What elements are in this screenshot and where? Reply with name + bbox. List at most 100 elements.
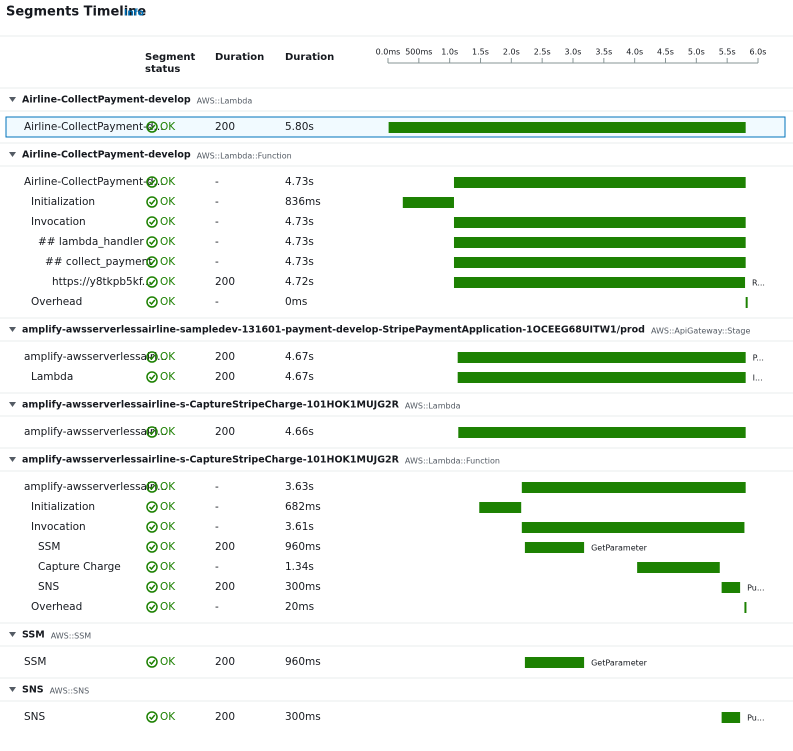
segment-duration: 4.73s: [285, 176, 314, 188]
timeline-bar: [521, 522, 745, 533]
expand-caret: [9, 687, 16, 692]
status-check: [148, 504, 156, 511]
page-title: Segments Timeline: [6, 5, 146, 20]
timeline-bar: [457, 352, 746, 363]
segment-status: OK: [160, 521, 176, 533]
segment-name: SSM: [24, 656, 46, 668]
expand-caret: [9, 97, 16, 102]
segment-duration: 1.34s: [285, 561, 314, 573]
status-check: [148, 429, 156, 436]
status-icon: [146, 196, 158, 208]
column-header: Duration: [285, 52, 334, 63]
status-icon: [146, 256, 158, 268]
status-icon: [146, 656, 158, 668]
segment-duration: 4.72s: [285, 276, 314, 288]
status-icon: [146, 121, 158, 133]
tick-label: 3.0s: [565, 48, 582, 57]
segment-name: amplify-awsserverlessairl...: [24, 426, 167, 438]
section-type: AWS::SSM: [51, 632, 92, 641]
segment-name: amplify-awsserverlessairl...: [24, 481, 167, 493]
timeline-bar: [524, 542, 585, 553]
section-name: Airline-CollectPayment-develop: [22, 95, 191, 106]
segment-status: OK: [160, 656, 176, 668]
response-code: -: [215, 176, 219, 188]
status-check: [148, 279, 156, 286]
timeline-bar: [458, 427, 746, 438]
expand-caret: [9, 327, 16, 332]
segment-duration: 4.73s: [285, 216, 314, 228]
segment-duration: 960ms: [285, 541, 321, 553]
response-code: -: [215, 481, 219, 493]
timeline-bar: [388, 122, 746, 133]
timeline-bar: [402, 197, 454, 208]
bar-note: Pu...: [747, 714, 764, 723]
segment-status: OK: [160, 711, 176, 723]
status-check: [148, 354, 156, 361]
response-code: 200: [215, 276, 235, 288]
status-icon: [146, 711, 158, 723]
segment-status: OK: [160, 276, 176, 288]
info-link[interactable]: Info: [124, 9, 144, 19]
segment-duration: 5.80s: [285, 121, 314, 133]
segment-duration: 0ms: [285, 296, 307, 308]
status-check: [148, 564, 156, 571]
status-check: [148, 604, 156, 611]
tick-label: 0.0ms: [376, 48, 401, 57]
response-code: 200: [215, 711, 235, 723]
expand-caret: [9, 152, 16, 157]
segment-status: OK: [160, 236, 176, 248]
segment-status: OK: [160, 541, 176, 553]
timeline-bar: [453, 217, 746, 228]
status-icon: [146, 351, 158, 363]
status-check: [148, 299, 156, 306]
segment-status: OK: [160, 216, 176, 228]
segment-duration: 836ms: [285, 196, 321, 208]
segment-name: Initialization: [31, 501, 95, 513]
response-code: 200: [215, 351, 235, 363]
segment-status: OK: [160, 561, 176, 573]
timeline-bar: [637, 562, 720, 573]
status-icon: [146, 296, 158, 308]
segment-name: ## lambda_handler: [38, 236, 144, 248]
bar-note: GetParameter: [591, 544, 648, 553]
segment-duration: 960ms: [285, 656, 321, 668]
response-code: -: [215, 216, 219, 228]
segment-status: OK: [160, 176, 176, 188]
segment-name: amplify-awsserverlessairl...: [24, 351, 167, 363]
response-code: -: [215, 561, 219, 573]
segment-duration: 300ms: [285, 581, 321, 593]
response-code: 200: [215, 121, 235, 133]
segment-name: Overhead: [31, 296, 82, 308]
segment-status: OK: [160, 601, 176, 613]
response-code: 200: [215, 371, 235, 383]
segment-name: Overhead: [31, 601, 82, 613]
expand-caret: [9, 457, 16, 462]
status-icon: [146, 176, 158, 188]
segment-status: OK: [160, 351, 176, 363]
timeline-bar: [744, 602, 747, 613]
status-check: [148, 124, 156, 131]
response-code: 200: [215, 581, 235, 593]
status-icon: [146, 276, 158, 288]
section-name: amplify-awsserverlessairline-sampledev-1…: [22, 325, 645, 336]
segment-status: OK: [160, 296, 176, 308]
response-code: -: [215, 296, 219, 308]
tick-label: 5.5s: [719, 48, 736, 57]
segment-duration: 300ms: [285, 711, 321, 723]
timeline-bar: [721, 712, 741, 723]
segment-name: Initialization: [31, 196, 95, 208]
timeline-bar: [721, 582, 741, 593]
tick-label: 4.0s: [626, 48, 643, 57]
response-code: -: [215, 196, 219, 208]
status-icon: [146, 481, 158, 493]
status-check: [148, 239, 156, 246]
section-type: AWS::Lambda: [197, 97, 253, 106]
segment-status: OK: [160, 501, 176, 513]
segment-status: OK: [160, 121, 176, 133]
timeline-bar: [453, 257, 746, 268]
expand-caret: [9, 632, 16, 637]
segment-name: Airline-CollectPayment-d...: [24, 176, 164, 188]
segment-status: OK: [160, 371, 176, 383]
expand-caret: [9, 402, 16, 407]
